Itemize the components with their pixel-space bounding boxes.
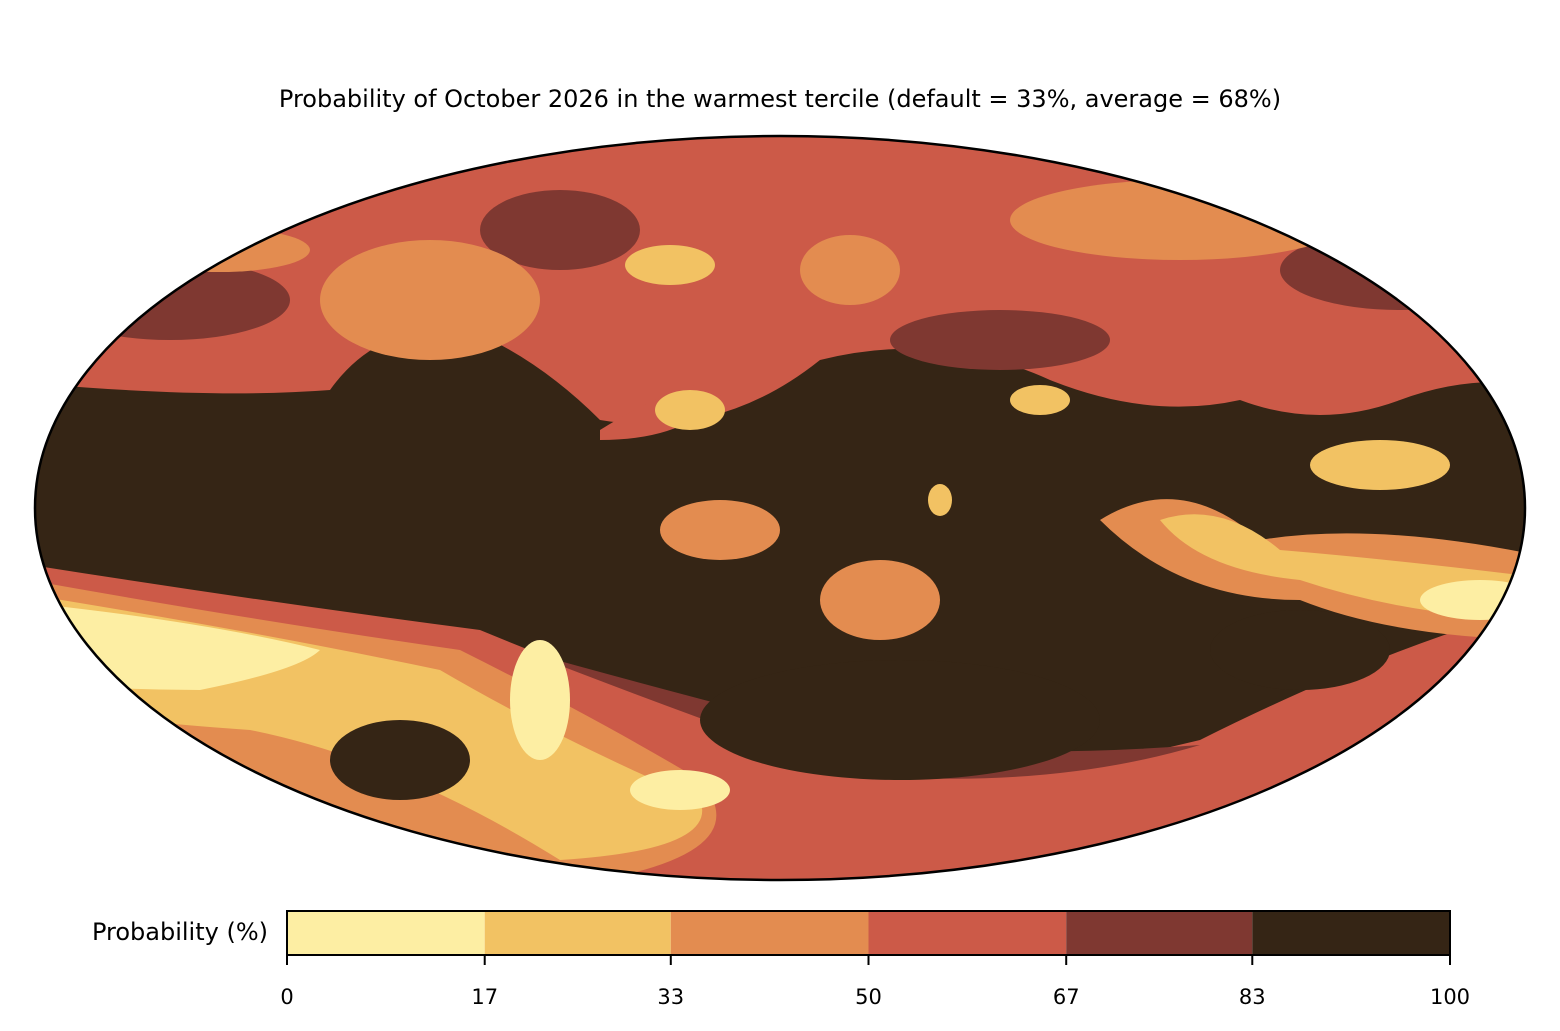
field-region bbox=[630, 770, 730, 810]
field-region bbox=[1010, 385, 1070, 415]
colorbar-tick-label: 100 bbox=[1430, 985, 1470, 1009]
field-region bbox=[330, 720, 470, 800]
field-region bbox=[1420, 580, 1525, 620]
colorbar: 0 17 33 50 67 83 100 bbox=[280, 910, 1470, 1009]
map-frame bbox=[33, 134, 1527, 882]
colorbar-segment bbox=[1252, 911, 1450, 955]
field-region bbox=[510, 640, 570, 760]
field-region bbox=[928, 484, 952, 516]
colorbar-label: Probability (%) bbox=[92, 918, 268, 946]
field-region bbox=[1010, 180, 1350, 260]
colorbar-segment bbox=[670, 911, 869, 955]
field-region bbox=[655, 390, 725, 430]
field-region bbox=[320, 240, 540, 360]
field-region bbox=[700, 660, 1100, 780]
field-region bbox=[130, 228, 310, 272]
field-region bbox=[50, 260, 290, 340]
colorbar-tick-label: 67 bbox=[1053, 985, 1080, 1009]
colorbar-segment bbox=[868, 911, 1067, 955]
colorbar-segment bbox=[484, 911, 671, 955]
map-field bbox=[35, 136, 1525, 880]
field-region bbox=[1210, 610, 1390, 690]
colorbar-tick-label: 17 bbox=[471, 985, 498, 1009]
field-region bbox=[660, 500, 780, 560]
colorbar-tick-label: 33 bbox=[657, 985, 684, 1009]
colorbar-tick-label: 50 bbox=[855, 985, 882, 1009]
field-region bbox=[480, 190, 640, 270]
colorbar-tick-label: 83 bbox=[1239, 985, 1266, 1009]
colorbar-tick-label: 0 bbox=[280, 985, 293, 1009]
map-title: Probability of October 2026 in the warme… bbox=[279, 85, 1281, 113]
field-region bbox=[1310, 440, 1450, 490]
colorbar-segment bbox=[1066, 911, 1253, 955]
field-region bbox=[625, 245, 715, 285]
field-region bbox=[890, 310, 1110, 370]
field-region bbox=[800, 235, 900, 305]
colorbar-segment bbox=[287, 911, 485, 955]
field-region bbox=[1280, 230, 1520, 310]
field-region bbox=[820, 560, 940, 640]
